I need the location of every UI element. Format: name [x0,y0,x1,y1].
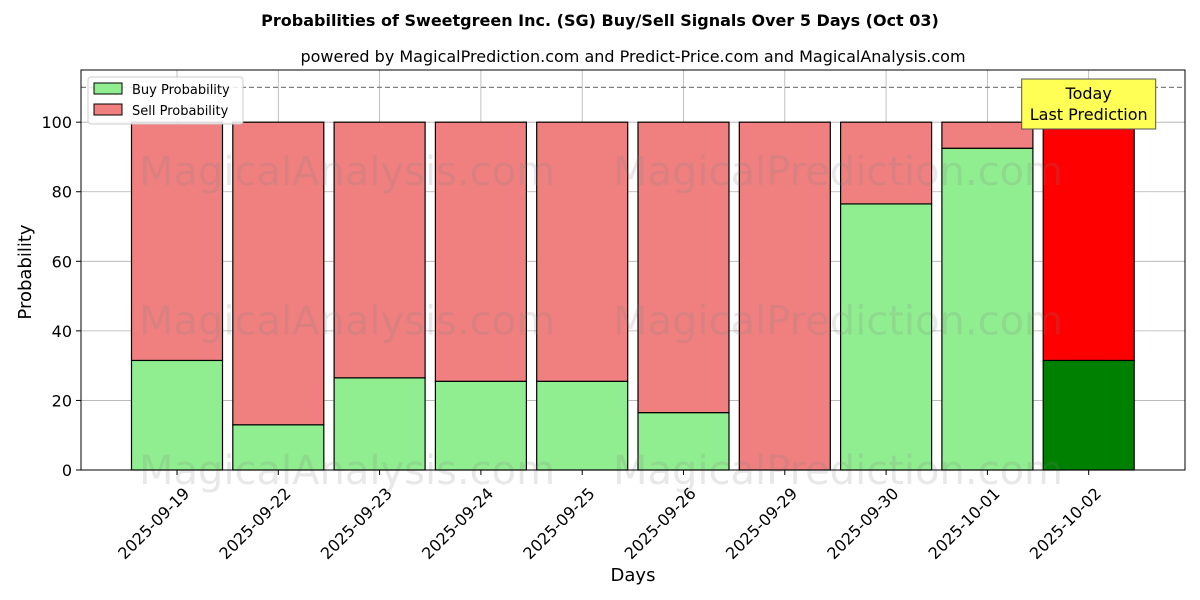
x-tick-label: 2025-09-30 [823,484,902,563]
legend-swatch-sell [93,103,123,116]
watermark-text: MagicalAnalysis.com [139,149,555,195]
bar-sell [130,121,224,362]
x-tick-label: 2025-09-23 [317,484,396,563]
annotation-line2: Last Prediction [1030,105,1148,124]
watermark-text: MagicalAnalysis.com [139,448,555,494]
legend-label-buy: Buy Probability [132,83,230,98]
annotation-box [1021,78,1157,130]
bar-buy [839,203,933,471]
x-tick-label: 2025-09-25 [519,484,598,563]
bar-sell [839,121,933,205]
bar-sell [1042,121,1135,362]
bar-sell [536,121,629,382]
bar-sell [434,121,527,382]
y-tick-label: 100 [41,113,72,132]
x-tick-label: 2025-10-01 [925,484,1004,563]
watermark-text: MagicalPrediction.com [613,448,1063,494]
legend-label-sell: Sell Probability [132,104,229,119]
x-tick-label: 2025-10-02 [1026,484,1105,563]
x-tick-label: 2025-09-26 [621,484,700,563]
bar-buy [637,412,730,471]
legend-box [87,76,244,125]
watermark-text: MagicalPrediction.com [613,298,1063,344]
x-tick-label: 2025-09-24 [418,484,497,563]
x-axis-label: Days [611,565,656,586]
annotation-line1: Today [1065,84,1112,103]
y-tick-label: 40 [52,322,72,341]
x-tick-label: 2025-09-29 [722,484,801,563]
bar-buy [1042,359,1135,471]
bar-sell [637,121,730,414]
bar-buy [941,147,1034,471]
plot-frame [80,69,1186,471]
bar-sell [232,121,325,426]
y-axis-label: Probability [15,224,36,319]
chart-subtitle: powered by MagicalPrediction.com and Pre… [300,47,965,66]
legend-swatch-buy [93,82,123,95]
plot-area: MagicalAnalysis.com MagicalPrediction.com… [41,69,1186,563]
bar-buy [333,377,426,471]
x-tick-label: 2025-09-19 [114,484,193,563]
y-tick-label: 60 [52,252,72,271]
y-tick-label: 0 [62,461,72,480]
x-tick-label: 2025-09-22 [215,484,294,563]
y-tick-label: 80 [52,183,72,202]
chart-title: Probabilities of Sweetgreen Inc. (SG) Bu… [261,11,939,30]
y-tick-label: 20 [52,391,72,410]
bar-sell [941,121,1034,149]
bar-sell [333,121,426,379]
bar-buy [536,380,629,471]
watermark-text: MagicalPrediction.com [613,149,1063,195]
bar-sell [738,121,831,471]
watermark-text: MagicalAnalysis.com [139,298,555,344]
